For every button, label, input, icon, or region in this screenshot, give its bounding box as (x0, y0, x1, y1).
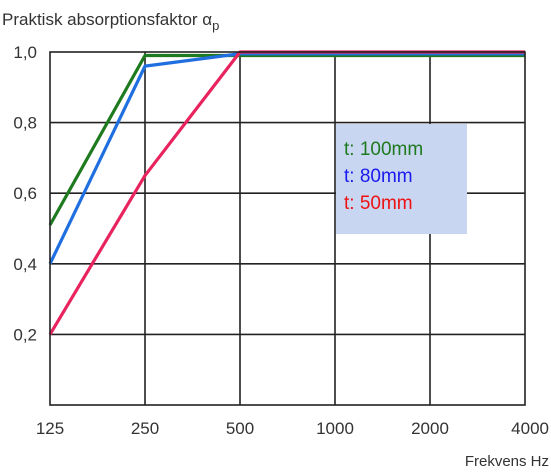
plot-frame (49, 51, 526, 406)
legend-entry: t: 80mm (344, 166, 413, 187)
chart-title-subscript: p (212, 18, 219, 33)
y-tick-label: 0,8 (13, 114, 37, 133)
x-tick-label: 500 (226, 419, 254, 438)
axes (49, 51, 526, 406)
legend-entry: t: 50mm (344, 193, 413, 214)
legend-box (336, 124, 467, 234)
y-tick-label: 0,4 (13, 255, 37, 274)
series-line-t-80mm (48, 52, 525, 265)
grid (50, 52, 525, 405)
x-tick-label: 250 (131, 419, 159, 438)
legend-entry: t: 100mm (344, 139, 423, 160)
y-tick-label: 1,0 (13, 43, 37, 62)
series-line-t-100mm (48, 53, 525, 226)
x-tick-label: 125 (36, 419, 64, 438)
chart-title-text: Praktisk absorptionsfaktor α (2, 10, 212, 29)
x-tick-label: 4000 (511, 419, 549, 438)
chart-title: Praktisk absorptionsfaktor αp (2, 10, 219, 33)
y-tick-label: 0,6 (13, 184, 37, 203)
x-axis-label: Frekvens Hz (465, 453, 549, 470)
legend: t: 100mm t: 80mm t: 50mm (336, 124, 467, 234)
x-tick-label: 1000 (316, 419, 354, 438)
y-tick-labels: 0,2 0,4 0,6 0,8 1,0 (13, 43, 37, 344)
x-tick-label: 2000 (411, 419, 449, 438)
x-tick-labels: 125 250 500 1000 2000 4000 (36, 419, 549, 438)
y-tick-label: 0,2 (13, 325, 37, 344)
